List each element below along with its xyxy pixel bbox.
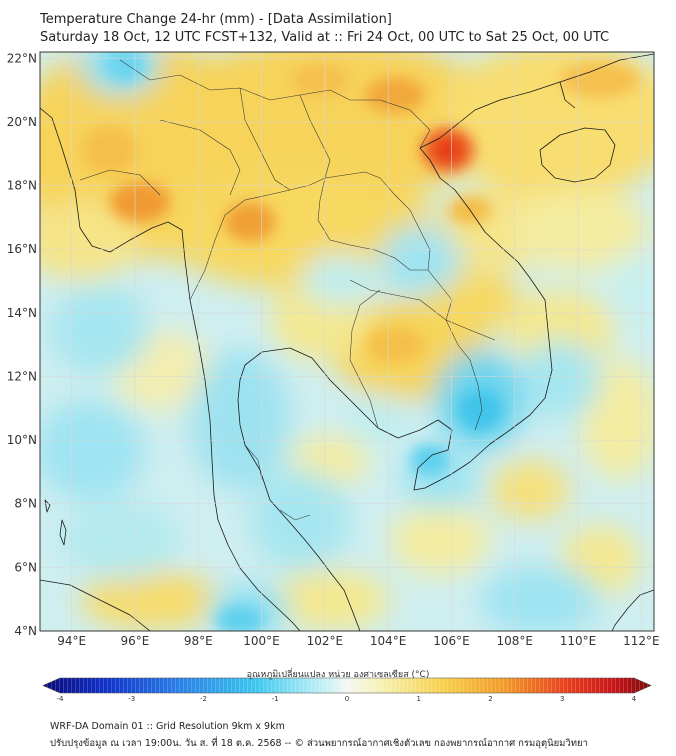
- lon-axis: 94°E 96°E 98°E 100°E 102°E 104°E 106°E 1…: [57, 634, 659, 648]
- lon-tick-label: 110°E: [560, 634, 597, 648]
- colorbar-tick-label: 1: [417, 695, 421, 703]
- colorbar-tick-label: -4: [57, 695, 65, 703]
- colorbar-tick-label: 3: [560, 695, 564, 703]
- lat-tick-label: 6°N: [14, 560, 37, 574]
- lat-tick-label: 4°N: [14, 624, 37, 638]
- lat-tick-label: 14°N: [7, 306, 37, 320]
- lon-tick-label: 108°E: [496, 634, 533, 648]
- lat-tick-label: 8°N: [14, 497, 37, 511]
- lon-tick-label: 100°E: [243, 634, 280, 648]
- borders: [79, 59, 496, 521]
- lat-tick-label: 16°N: [7, 242, 37, 256]
- lat-tick-label: 12°N: [7, 369, 37, 383]
- lon-tick-label: 102°E: [307, 634, 344, 648]
- colorbar-tick-label: -1: [272, 695, 279, 703]
- coastlines: [40, 53, 654, 631]
- map-subtitle: Saturday 18 Oct, 12 UTC FCST+132, Valid …: [40, 30, 610, 45]
- colorbar: -4 -3 -2 -1 0 1 2 3 4: [42, 677, 652, 703]
- lat-tick-label: 20°N: [7, 115, 37, 129]
- footer-model-info: WRF-DA Domain 01 :: Grid Resolution 9km …: [50, 721, 285, 732]
- lon-tick-label: 104°E: [370, 634, 407, 648]
- lat-axis: 22°N 20°N 18°N 16°N 14°N 12°N 10°N 8°N 6…: [7, 51, 37, 638]
- lon-tick-label: 96°E: [121, 634, 150, 648]
- colorbar-tick-label: -2: [200, 695, 207, 703]
- gridlines: [40, 52, 654, 631]
- temperature-field: [40, 52, 654, 631]
- map-frame: [39, 51, 655, 632]
- colorbar-steps: [43, 678, 651, 693]
- lon-tick-label: 112°E: [623, 634, 660, 648]
- colorbar-tick-label: 0: [345, 695, 349, 703]
- lon-tick-label: 106°E: [433, 634, 470, 648]
- lat-tick-label: 18°N: [7, 179, 37, 193]
- colorbar-label: อุณหภูมิเปลี่ยนแปลง หน่วย องศาเซลเซียส (…: [246, 670, 430, 680]
- lat-tick-label: 10°N: [7, 433, 37, 447]
- map-title: Temperature Change 24-hr (mm) - [Data As…: [40, 12, 392, 27]
- lon-tick-label: 94°E: [57, 634, 86, 648]
- lon-tick-label: 98°E: [184, 634, 213, 648]
- colorbar-tick-label: 2: [488, 695, 492, 703]
- footer-credit: ปรับปรุงข้อมูล ณ เวลา 19:00น. วัน ส. ที่…: [50, 738, 588, 749]
- colorbar-tick-label: -3: [128, 695, 135, 703]
- lat-tick-label: 22°N: [7, 51, 37, 65]
- colorbar-tick-label: 4: [632, 695, 637, 703]
